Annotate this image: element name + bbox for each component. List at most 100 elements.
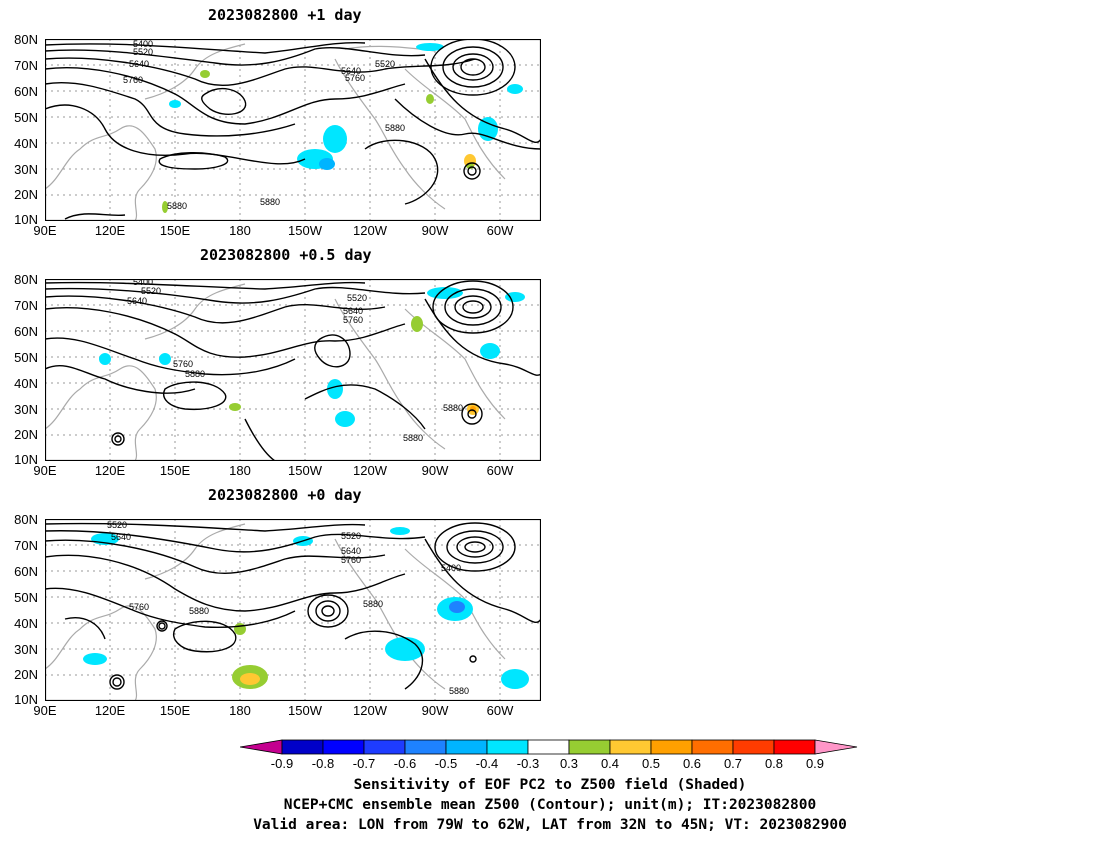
colorbar-tick-label: -0.9 xyxy=(270,756,294,771)
lon-label: 150E xyxy=(159,703,191,718)
contour-label: 5640 xyxy=(129,59,149,69)
lat-label: 20N xyxy=(14,187,38,202)
contour-label: 5880 xyxy=(363,599,383,609)
lon-label: 120W xyxy=(353,223,387,238)
colorbar-tick-label: 0.6 xyxy=(682,756,702,771)
contour-labels: 5520 5640 5520 5640 5760 5400 5760 5880 … xyxy=(107,520,469,696)
contour-label: 5520 xyxy=(141,286,161,296)
lon-label: 120E xyxy=(94,463,126,478)
lat-label: 50N xyxy=(14,590,38,605)
lat-label: 80N xyxy=(14,32,38,47)
lat-label: 20N xyxy=(14,427,38,442)
caption-line-1: Sensitivity of EOF PC2 to Z500 field (Sh… xyxy=(353,777,747,793)
colorbar-tick-label: 0.8 xyxy=(764,756,784,771)
colorbar-min-triangle xyxy=(240,739,283,755)
lon-label: 60W xyxy=(486,463,514,478)
colorbar-swatch xyxy=(527,739,570,755)
lon-label: 90W xyxy=(421,223,449,238)
panel-2-map: 5400 5520 5640 5520 5640 5760 5760 5880 … xyxy=(45,279,541,461)
lat-label: 60N xyxy=(14,564,38,579)
panel-3-map: 5520 5640 5520 5640 5760 5400 5760 5880 … xyxy=(45,519,541,701)
lat-label: 60N xyxy=(14,324,38,339)
lat-label: 80N xyxy=(14,272,38,287)
colorbar-tick-label: -0.7 xyxy=(352,756,376,771)
lon-label: 60W xyxy=(486,703,514,718)
contour-label: 5640 xyxy=(343,306,363,316)
colorbar-tick-label: -0.4 xyxy=(475,756,499,771)
lon-label: 180 xyxy=(229,223,251,238)
panel-1-title: 2023082800 +1 day xyxy=(208,6,362,24)
panel-2-title: 2023082800 +0.5 day xyxy=(200,246,372,264)
contour-label: 5760 xyxy=(345,73,365,83)
lon-label: 150E xyxy=(159,223,191,238)
lon-label: 90E xyxy=(33,703,57,718)
lat-label: 40N xyxy=(14,136,38,151)
contour-label: 5640 xyxy=(341,66,361,76)
contour-label: 5880 xyxy=(385,123,405,133)
lon-label: 150W xyxy=(288,223,322,238)
lon-label: 120W xyxy=(353,463,387,478)
contour-label: 5640 xyxy=(127,296,147,306)
panel-3-title: 2023082800 +0 day xyxy=(208,486,362,504)
contour-label: 5760 xyxy=(341,555,361,565)
sensitivity-shading xyxy=(162,43,523,213)
contour-label: 5760 xyxy=(129,602,149,612)
z500-contours xyxy=(45,522,541,690)
contour-label: 5760 xyxy=(173,359,193,369)
lat-label: 60N xyxy=(14,84,38,99)
lat-label: 30N xyxy=(14,642,38,657)
lat-label: 80N xyxy=(14,512,38,527)
contour-label: 5400 xyxy=(133,39,153,49)
colorbar-tick-label: 0.3 xyxy=(559,756,579,771)
lon-label: 150W xyxy=(288,703,322,718)
contour-label: 5400 xyxy=(133,279,153,287)
colorbar-swatch xyxy=(445,739,488,755)
panel-1-map: 5400 5520 5640 5760 5640 5760 5520 5880 … xyxy=(45,39,541,221)
lat-label: 70N xyxy=(14,58,38,73)
colorbar-swatch xyxy=(732,739,775,755)
lat-label: 50N xyxy=(14,350,38,365)
caption-line-2: NCEP+CMC ensemble mean Z500 (Contour); u… xyxy=(283,797,817,813)
colorbar-swatch xyxy=(650,739,693,755)
z500-contours xyxy=(45,280,541,461)
colorbar-swatch xyxy=(691,739,734,755)
contour-label: 5880 xyxy=(167,201,187,211)
lat-label: 30N xyxy=(14,162,38,177)
sensitivity-shading xyxy=(83,527,529,689)
colorbar-tick-label: -0.5 xyxy=(434,756,458,771)
colorbar-swatch xyxy=(486,739,529,755)
colorbar-tick-label: -0.8 xyxy=(311,756,335,771)
contour-label: 5880 xyxy=(449,686,469,696)
contour-label: 5880 xyxy=(403,433,423,443)
graticule xyxy=(45,39,541,221)
lat-label: 70N xyxy=(14,298,38,313)
contour-label: 5520 xyxy=(375,59,395,69)
colorbar-tick-label: 0.5 xyxy=(641,756,661,771)
contour-label: 5880 xyxy=(260,197,280,207)
caption-line-3: Valid area: LON from 79W to 62W, LAT fro… xyxy=(253,817,847,833)
colorbar-tick-label: 0.7 xyxy=(723,756,743,771)
colorbar-swatch xyxy=(363,739,406,755)
lon-label: 90E xyxy=(33,223,57,238)
contour-label: 5880 xyxy=(189,606,209,616)
lon-label: 120W xyxy=(353,703,387,718)
sensitivity-shading xyxy=(99,287,525,427)
map-frame xyxy=(45,39,541,221)
lon-label: 180 xyxy=(229,703,251,718)
contour-label: 5520 xyxy=(133,47,153,57)
lon-label: 120E xyxy=(94,703,126,718)
lat-label: 30N xyxy=(14,402,38,417)
coastlines xyxy=(45,43,506,221)
contour-label: 5760 xyxy=(123,75,143,85)
lat-label: 40N xyxy=(14,376,38,391)
contour-label: 5760 xyxy=(343,315,363,325)
contour-label: 5880 xyxy=(185,369,205,379)
contour-labels: 5400 5520 5640 5520 5640 5760 5760 5880 … xyxy=(127,279,463,443)
lon-label: 90W xyxy=(421,703,449,718)
colorbar-swatch xyxy=(322,739,365,755)
lon-label: 90W xyxy=(421,463,449,478)
lat-label: 50N xyxy=(14,110,38,125)
lon-label: 60W xyxy=(486,223,514,238)
map-frame xyxy=(45,519,541,701)
colorbar-tick-label: -0.6 xyxy=(393,756,417,771)
